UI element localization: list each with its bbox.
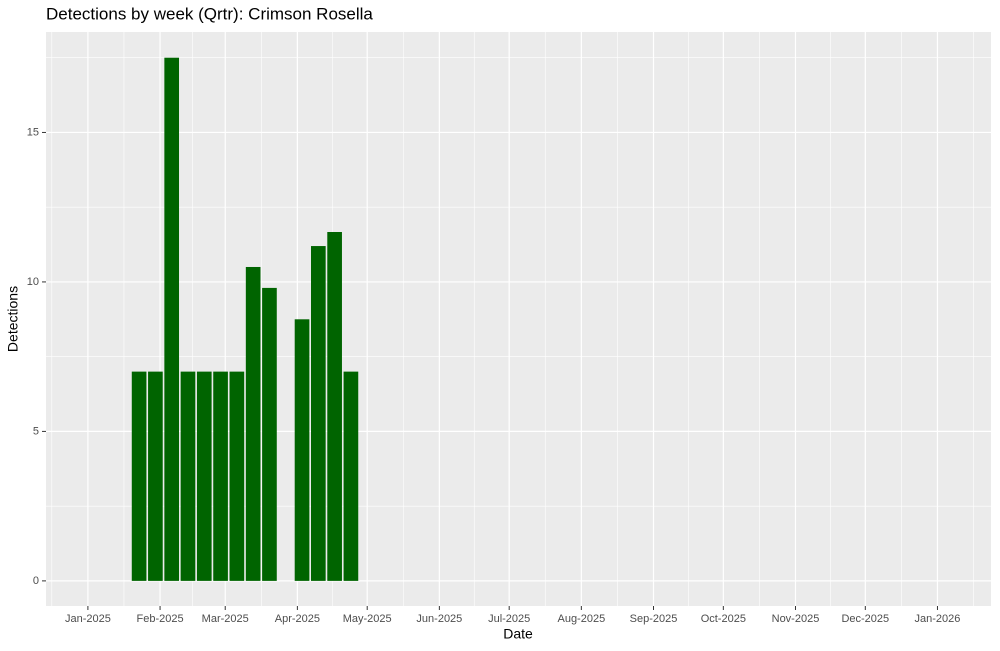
x-tick-label: Jun-2025 (416, 613, 462, 625)
x-tick-label: Dec-2025 (841, 613, 889, 625)
bar (327, 232, 342, 581)
bar (343, 371, 359, 581)
marks (131, 57, 359, 581)
bar (213, 371, 228, 581)
bar (310, 246, 326, 581)
x-tick-label: Oct-2025 (701, 613, 746, 625)
y-tick-label: 15 (27, 126, 39, 138)
y-tick-label: 5 (33, 425, 39, 437)
x-tick-label: Jul-2025 (488, 613, 530, 625)
bar (148, 371, 163, 581)
bar (245, 266, 261, 581)
x-tick-label: Mar-2025 (202, 613, 249, 625)
bar (131, 371, 147, 581)
chart-title: Detections by week (Qrtr): Crimson Rosel… (46, 4, 373, 23)
x-tick-label: Feb-2025 (137, 613, 184, 625)
y-tick-label: 10 (27, 276, 39, 288)
bar (164, 57, 180, 581)
x-axis-title: Date (503, 626, 533, 642)
x-tick-label: Jan-2026 (915, 613, 961, 625)
x-tick-label: Nov-2025 (772, 613, 820, 625)
x-tick-label: Sep-2025 (630, 613, 678, 625)
x-tick-label: Aug-2025 (557, 613, 605, 625)
y-tick-label: 0 (33, 575, 39, 587)
bar (294, 319, 310, 581)
bar (180, 371, 196, 581)
bar (262, 287, 277, 581)
bar (229, 371, 245, 581)
y-axis-title: Detections (5, 286, 21, 352)
x-tick-label: Apr-2025 (275, 613, 320, 625)
x-tick-label: Jan-2025 (65, 613, 111, 625)
x-tick-label: May-2025 (343, 613, 392, 625)
bar (196, 371, 212, 581)
